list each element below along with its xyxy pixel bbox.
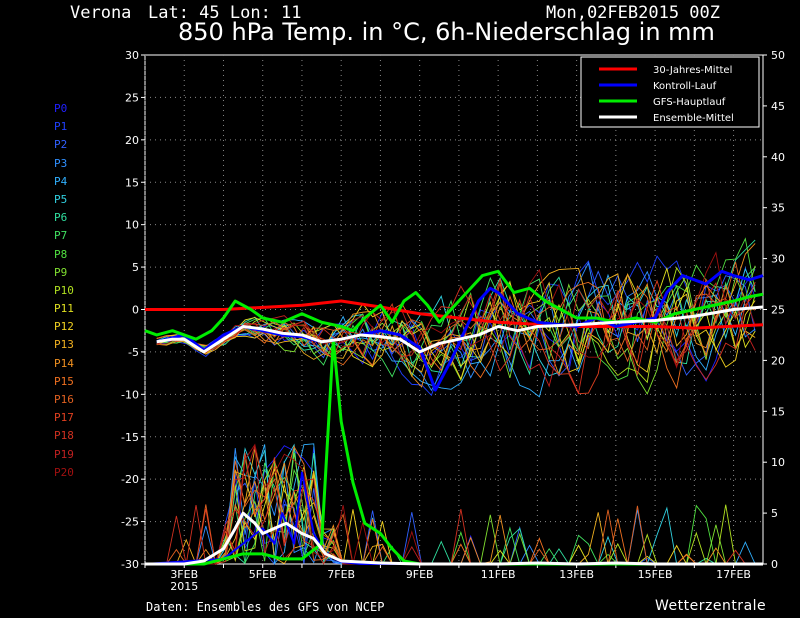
y-left-tick-label: 10 <box>125 219 139 232</box>
y-left-tick-label: 30 <box>125 49 139 62</box>
member-label-p3: P3 <box>54 156 68 170</box>
x-tick-label: 7FEB <box>327 568 355 581</box>
y-axis-right: 0 5 10 15 20 25 30 35 40 45 50 <box>763 49 785 571</box>
member-label-p10: P10 <box>54 283 74 297</box>
member-label-p13: P13 <box>54 338 74 352</box>
temp-line-control <box>156 269 764 392</box>
y-right-tick-label: 30 <box>771 253 785 266</box>
x-tick-sublabel: 2015 <box>170 580 198 593</box>
member-label-p2: P2 <box>54 138 68 152</box>
member-label-p1: P1 <box>54 120 68 134</box>
y-right-tick-label: 15 <box>771 405 785 418</box>
y-left-tick-label: 15 <box>125 176 139 189</box>
series-lines <box>144 269 764 566</box>
temp-line-ensemble_mean <box>156 305 764 354</box>
member-label-p17: P17 <box>54 411 74 425</box>
member-label-p5: P5 <box>54 192 68 206</box>
legend-label: Ensemble-Mittel <box>653 113 734 124</box>
y-left-tick-label: -5 <box>128 346 139 359</box>
y-axis-left: -30 -25 -20 -15 -10 -5 0 5 10 15 20 25 30 <box>121 49 145 571</box>
y-right-tick-label: 45 <box>771 100 785 113</box>
x-tick-label: 17FEB <box>716 568 751 581</box>
x-tick-label: 13FEB <box>559 568 594 581</box>
y-left-tick-label: -15 <box>121 431 139 444</box>
y-right-tick-label: 5 <box>771 507 778 520</box>
member-label-p18: P18 <box>54 429 74 443</box>
legend-label: GFS-Hauptlauf <box>653 97 726 108</box>
y-left-tick-label: -10 <box>121 388 139 401</box>
member-temp-line-p19 <box>156 282 756 388</box>
x-tick-label: 15FEB <box>638 568 673 581</box>
member-label-p14: P14 <box>54 356 74 370</box>
y-right-tick-label: 35 <box>771 202 785 215</box>
member-label-p4: P4 <box>54 174 68 188</box>
member-label-p6: P6 <box>54 211 68 225</box>
coords-label: Lat: 45 Lon: 11 <box>148 3 302 23</box>
y-right-tick-label: 20 <box>771 354 785 367</box>
temp-line-mean30 <box>145 299 764 330</box>
x-tick-label: 5FEB <box>249 568 277 581</box>
member-temp-line-p17 <box>156 278 756 395</box>
chart-title: 850 hPa Temp. in °C, 6h-Niederschlag in … <box>178 18 715 46</box>
x-tick-label: 9FEB <box>406 568 434 581</box>
legend-label: Kontroll-Lauf <box>653 81 717 92</box>
run-label: Mon,02FEB2015 00Z <box>546 3 720 23</box>
y-left-tick-label: 25 <box>125 91 139 104</box>
member-label-p9: P9 <box>54 265 68 279</box>
member-label-p19: P19 <box>54 447 74 461</box>
y-left-tick-label: -20 <box>121 473 139 486</box>
y-right-tick-label: 40 <box>771 151 785 164</box>
x-tick-label: 11FEB <box>481 568 516 581</box>
member-label-p16: P16 <box>54 393 74 406</box>
y-right-tick-label: 25 <box>771 304 785 317</box>
member-temp-line-p18 <box>156 285 756 395</box>
member-label-p8: P8 <box>54 247 68 261</box>
member-temp-line-p20 <box>156 251 756 369</box>
brand-label: Wetterzentrale <box>655 598 767 614</box>
member-label-p12: P12 <box>54 320 74 334</box>
y-right-tick-label: 0 <box>771 558 778 571</box>
grid <box>144 55 763 564</box>
member-label-p7: P7 <box>54 229 68 243</box>
precip-line-ensemble_mean <box>145 511 763 566</box>
member-label-p20: P20 <box>54 465 74 479</box>
legend: 30-Jahres-Mittel Kontroll-Lauf GFS-Hauptla… <box>580 56 760 128</box>
x-tick-label: 3FEB <box>170 568 198 581</box>
member-list: P0 P1 P2 P3 P4 P5 P6 P7 P8 P9 P10 P11 P12 P13 P14 P15 P1… <box>54 100 74 482</box>
member-label-p15: P15 <box>54 374 74 388</box>
y-right-tick-label: 10 <box>771 456 785 469</box>
member-label-p0: P0 <box>54 102 68 115</box>
y-left-tick-label: 20 <box>125 134 139 147</box>
y-left-tick-label: -30 <box>121 558 139 571</box>
y-left-tick-label: -25 <box>121 516 139 529</box>
location-label: Verona <box>70 3 132 23</box>
y-left-tick-label: 5 <box>132 261 139 274</box>
y-right-tick-label: 50 <box>771 49 785 62</box>
y-left-tick-label: 0 <box>132 304 139 317</box>
temp-line-gfs <box>144 269 764 341</box>
data-source: Daten: Ensembles des GFS von NCEP <box>146 600 385 614</box>
legend-label: 30-Jahres-Mittel <box>653 65 732 76</box>
member-label-p11: P11 <box>54 302 74 316</box>
